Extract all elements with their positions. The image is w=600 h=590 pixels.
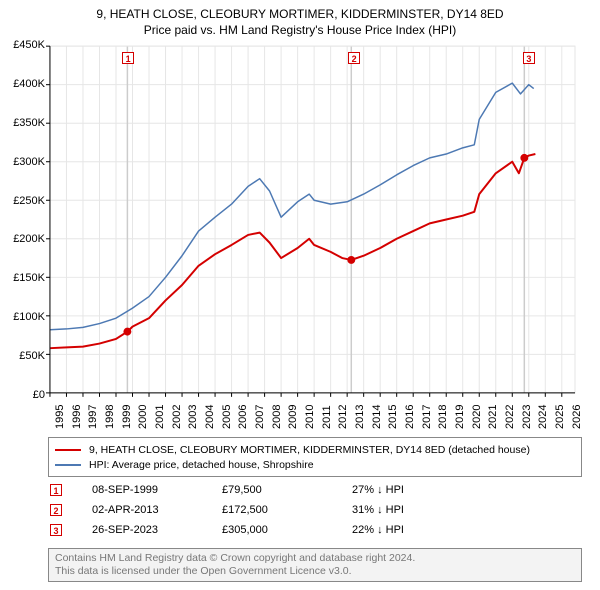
xtick-label: 2007 <box>254 405 266 429</box>
legend-row-price: 9, HEATH CLOSE, CLEOBURY MORTIMER, KIDDE… <box>55 442 575 457</box>
event-date-2: 02-APR-2013 <box>92 504 222 516</box>
event-date-3: 26-SEP-2023 <box>92 524 222 536</box>
xtick-label: 2026 <box>571 405 583 429</box>
xtick-label: 2006 <box>237 405 249 429</box>
legend-row-hpi: HPI: Average price, detached house, Shro… <box>55 457 575 472</box>
event-delta-2: 31% ↓ HPI <box>352 504 472 516</box>
events-table: 1 08-SEP-1999 £79,500 27% ↓ HPI 2 02-APR… <box>48 480 582 540</box>
ytick-label: £450K <box>13 39 45 51</box>
xtick-label: 2022 <box>504 405 516 429</box>
xtick-label: 1995 <box>54 405 66 429</box>
xtick-label: 2005 <box>221 405 233 429</box>
event-price-2: £172,500 <box>222 504 352 516</box>
xtick-label: 2015 <box>387 405 399 429</box>
xtick-label: 2019 <box>454 405 466 429</box>
event-price-3: £305,000 <box>222 524 352 536</box>
event-price-1: £79,500 <box>222 484 352 496</box>
chart-svg <box>45 44 576 399</box>
event-row-1: 1 08-SEP-1999 £79,500 27% ↓ HPI <box>48 480 582 500</box>
legend-label-price: 9, HEATH CLOSE, CLEOBURY MORTIMER, KIDDE… <box>89 444 530 456</box>
xtick-label: 2018 <box>437 405 449 429</box>
chart-marker-2: 2 <box>348 52 360 64</box>
chart-marker-1: 1 <box>122 52 134 64</box>
ytick-label: £400K <box>13 78 45 90</box>
xtick-label: 2021 <box>487 405 499 429</box>
xtick-label: 2009 <box>287 405 299 429</box>
xtick-label: 2011 <box>321 405 333 429</box>
xtick-label: 2010 <box>304 405 316 429</box>
ytick-label: £100K <box>13 311 45 323</box>
xtick-label: 2002 <box>171 405 183 429</box>
chart-container: 9, HEATH CLOSE, CLEOBURY MORTIMER, KIDDE… <box>0 0 600 590</box>
xtick-label: 1997 <box>87 405 99 429</box>
xtick-label: 2025 <box>554 405 566 429</box>
xtick-label: 1996 <box>71 405 83 429</box>
ytick-label: £350K <box>13 117 45 129</box>
event-marker-2: 2 <box>50 504 62 516</box>
xtick-label: 2001 <box>154 405 166 429</box>
xtick-label: 2020 <box>471 405 483 429</box>
xtick-label: 2008 <box>271 405 283 429</box>
xtick-label: 2016 <box>404 405 416 429</box>
ytick-label: £0 <box>33 389 45 401</box>
footer-line-2: This data is licensed under the Open Gov… <box>55 565 575 578</box>
event-delta-3: 22% ↓ HPI <box>352 524 472 536</box>
chart-plot-area <box>50 45 580 395</box>
xtick-label: 2024 <box>537 405 549 429</box>
xtick-label: 2017 <box>421 405 433 429</box>
xtick-label: 2003 <box>187 405 199 429</box>
xtick-label: 1998 <box>104 405 116 429</box>
event-marker-1: 1 <box>50 484 62 496</box>
event-row-3: 3 26-SEP-2023 £305,000 22% ↓ HPI <box>48 520 582 540</box>
title-line-1: 9, HEATH CLOSE, CLEOBURY MORTIMER, KIDDE… <box>0 6 600 22</box>
xtick-label: 2000 <box>137 405 149 429</box>
ytick-label: £300K <box>13 156 45 168</box>
footer-line-1: Contains HM Land Registry data © Crown c… <box>55 552 575 565</box>
event-row-2: 2 02-APR-2013 £172,500 31% ↓ HPI <box>48 500 582 520</box>
xtick-label: 2023 <box>521 405 533 429</box>
footer-box: Contains HM Land Registry data © Crown c… <box>48 548 582 582</box>
event-date-1: 08-SEP-1999 <box>92 484 222 496</box>
title-block: 9, HEATH CLOSE, CLEOBURY MORTIMER, KIDDE… <box>0 6 600 38</box>
legend-box: 9, HEATH CLOSE, CLEOBURY MORTIMER, KIDDE… <box>48 437 582 477</box>
event-marker-3: 3 <box>50 524 62 536</box>
xtick-label: 2014 <box>371 405 383 429</box>
ytick-label: £200K <box>13 233 45 245</box>
ytick-label: £50K <box>19 350 45 362</box>
title-line-2: Price paid vs. HM Land Registry's House … <box>0 22 600 38</box>
legend-label-hpi: HPI: Average price, detached house, Shro… <box>89 459 314 471</box>
ytick-label: £150K <box>13 272 45 284</box>
legend-swatch-hpi <box>55 464 81 466</box>
xtick-label: 1999 <box>121 405 133 429</box>
legend-swatch-price <box>55 449 81 451</box>
ytick-label: £250K <box>13 195 45 207</box>
chart-marker-3: 3 <box>523 52 535 64</box>
xtick-label: 2013 <box>354 405 366 429</box>
event-delta-1: 27% ↓ HPI <box>352 484 472 496</box>
xtick-label: 2004 <box>204 405 216 429</box>
xtick-label: 2012 <box>337 405 349 429</box>
